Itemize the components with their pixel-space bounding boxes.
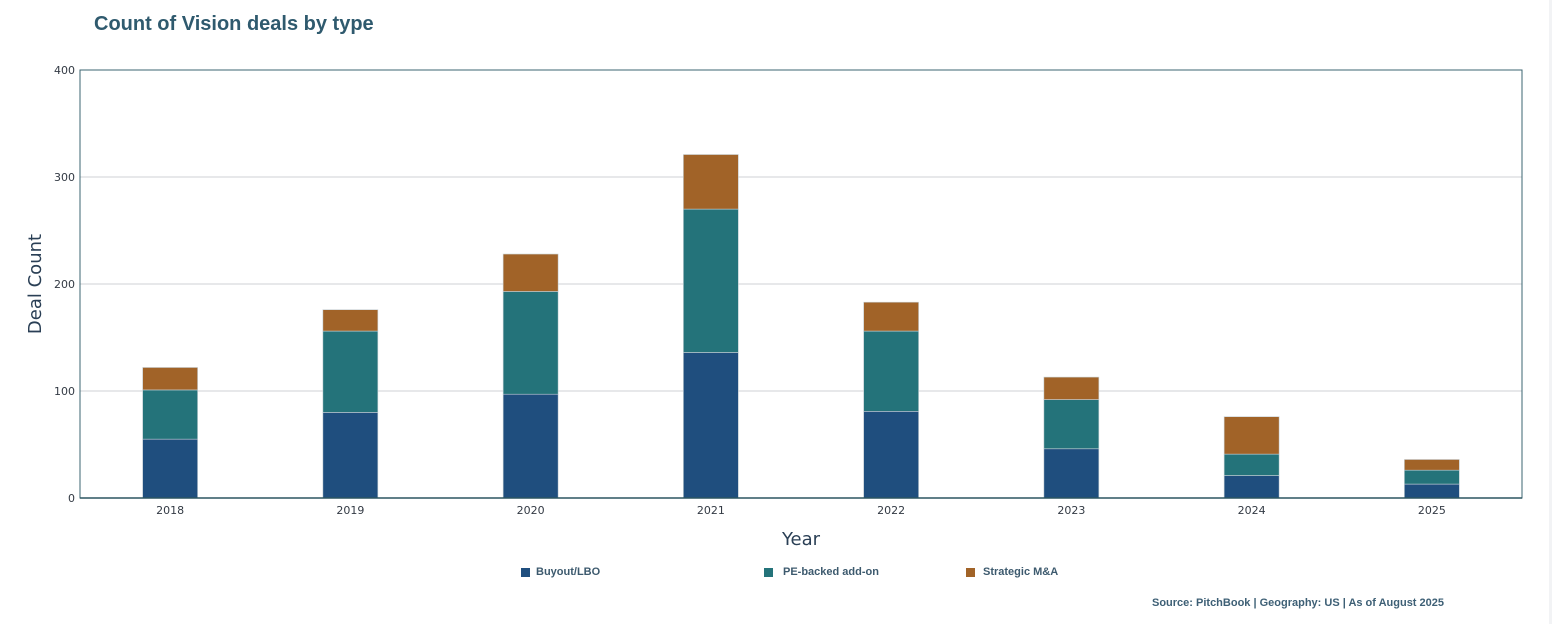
legend-label-pe-addon: PE-backed add-on — [783, 566, 879, 578]
x-tick-label: 2019 — [336, 504, 364, 517]
x-tick-label: 2022 — [877, 504, 905, 517]
bar-2020-pe-backed-add-on — [502, 291, 559, 395]
legend-swatch-strategic — [966, 567, 975, 577]
bar-2025-strategic-m-a — [1404, 459, 1460, 471]
legend: Buyout/LBO PE-backed add-on Strategic M&… — [0, 566, 1552, 582]
y-axis-title: Deal Count — [25, 234, 46, 334]
y-tick-label: 400 — [54, 64, 75, 77]
x-tick-label: 2023 — [1057, 504, 1085, 517]
bar-2019-pe-backed-add-on — [322, 330, 379, 413]
y-tick-label: 300 — [54, 171, 75, 184]
bar-2025-pe-backed-add-on — [1404, 469, 1460, 485]
x-axis-title: Year — [781, 529, 821, 550]
legend-item-pe-addon[interactable]: PE-backed add-on — [764, 566, 879, 578]
bar-2018-buyout-lbo — [142, 438, 198, 499]
x-tick-label: 2018 — [156, 504, 184, 517]
plot-frame — [79, 69, 1523, 499]
x-tick-label: 2024 — [1238, 504, 1266, 517]
bar-2023-pe-backed-add-on — [1043, 399, 1100, 450]
legend-item-strategic[interactable]: Strategic M&A — [966, 566, 1058, 578]
bar-2022-pe-backed-add-on — [863, 330, 919, 412]
bars — [142, 154, 1460, 499]
bar-2024-buyout-lbo — [1223, 475, 1280, 499]
bar-2023-strategic-m-a — [1043, 376, 1100, 400]
bar-2020-strategic-m-a — [502, 253, 559, 292]
y-tick-label: 100 — [54, 385, 75, 398]
bar-2019-strategic-m-a — [322, 309, 379, 332]
bar-2024-pe-backed-add-on — [1223, 453, 1280, 476]
x-axis-ticks: 2018 2019 2020 2021 2022 2023 2024 2025 — [156, 504, 1446, 517]
bar-2021-strategic-m-a — [683, 154, 739, 210]
legend-item-buyout[interactable]: Buyout/LBO — [521, 566, 600, 578]
bar-2018-pe-backed-add-on — [142, 389, 198, 440]
legend-label-buyout: Buyout/LBO — [536, 566, 601, 578]
bar-2025-buyout-lbo — [1404, 483, 1460, 499]
bar-2022-buyout-lbo — [863, 411, 919, 499]
x-tick-label: 2020 — [517, 504, 545, 517]
bar-2020-buyout-lbo — [502, 393, 559, 499]
x-tick-label: 2025 — [1418, 504, 1446, 517]
gridlines — [80, 176, 1522, 392]
x-tick-label: 2021 — [697, 504, 725, 517]
bar-2019-buyout-lbo — [322, 412, 379, 499]
legend-swatch-pe-addon — [764, 567, 773, 577]
legend-label-strategic: Strategic M&A — [983, 566, 1059, 578]
y-tick-label: 200 — [54, 278, 75, 291]
source-note: Source: PitchBook | Geography: US | As o… — [1152, 597, 1444, 609]
bar-2021-buyout-lbo — [683, 352, 739, 499]
scrollbar-edge — [1549, 0, 1552, 624]
chart-title: Count of Vision deals by type — [94, 13, 374, 35]
bar-2024-strategic-m-a — [1223, 416, 1280, 455]
bar-2023-buyout-lbo — [1043, 448, 1100, 499]
legend-swatch-buyout — [521, 567, 530, 577]
bar-2022-strategic-m-a — [863, 301, 919, 332]
y-axis-ticks: 0 100 200 300 400 — [54, 64, 75, 505]
y-tick-label: 0 — [68, 492, 75, 505]
bar-2018-strategic-m-a — [142, 367, 198, 391]
bar-2021-pe-backed-add-on — [683, 208, 739, 353]
